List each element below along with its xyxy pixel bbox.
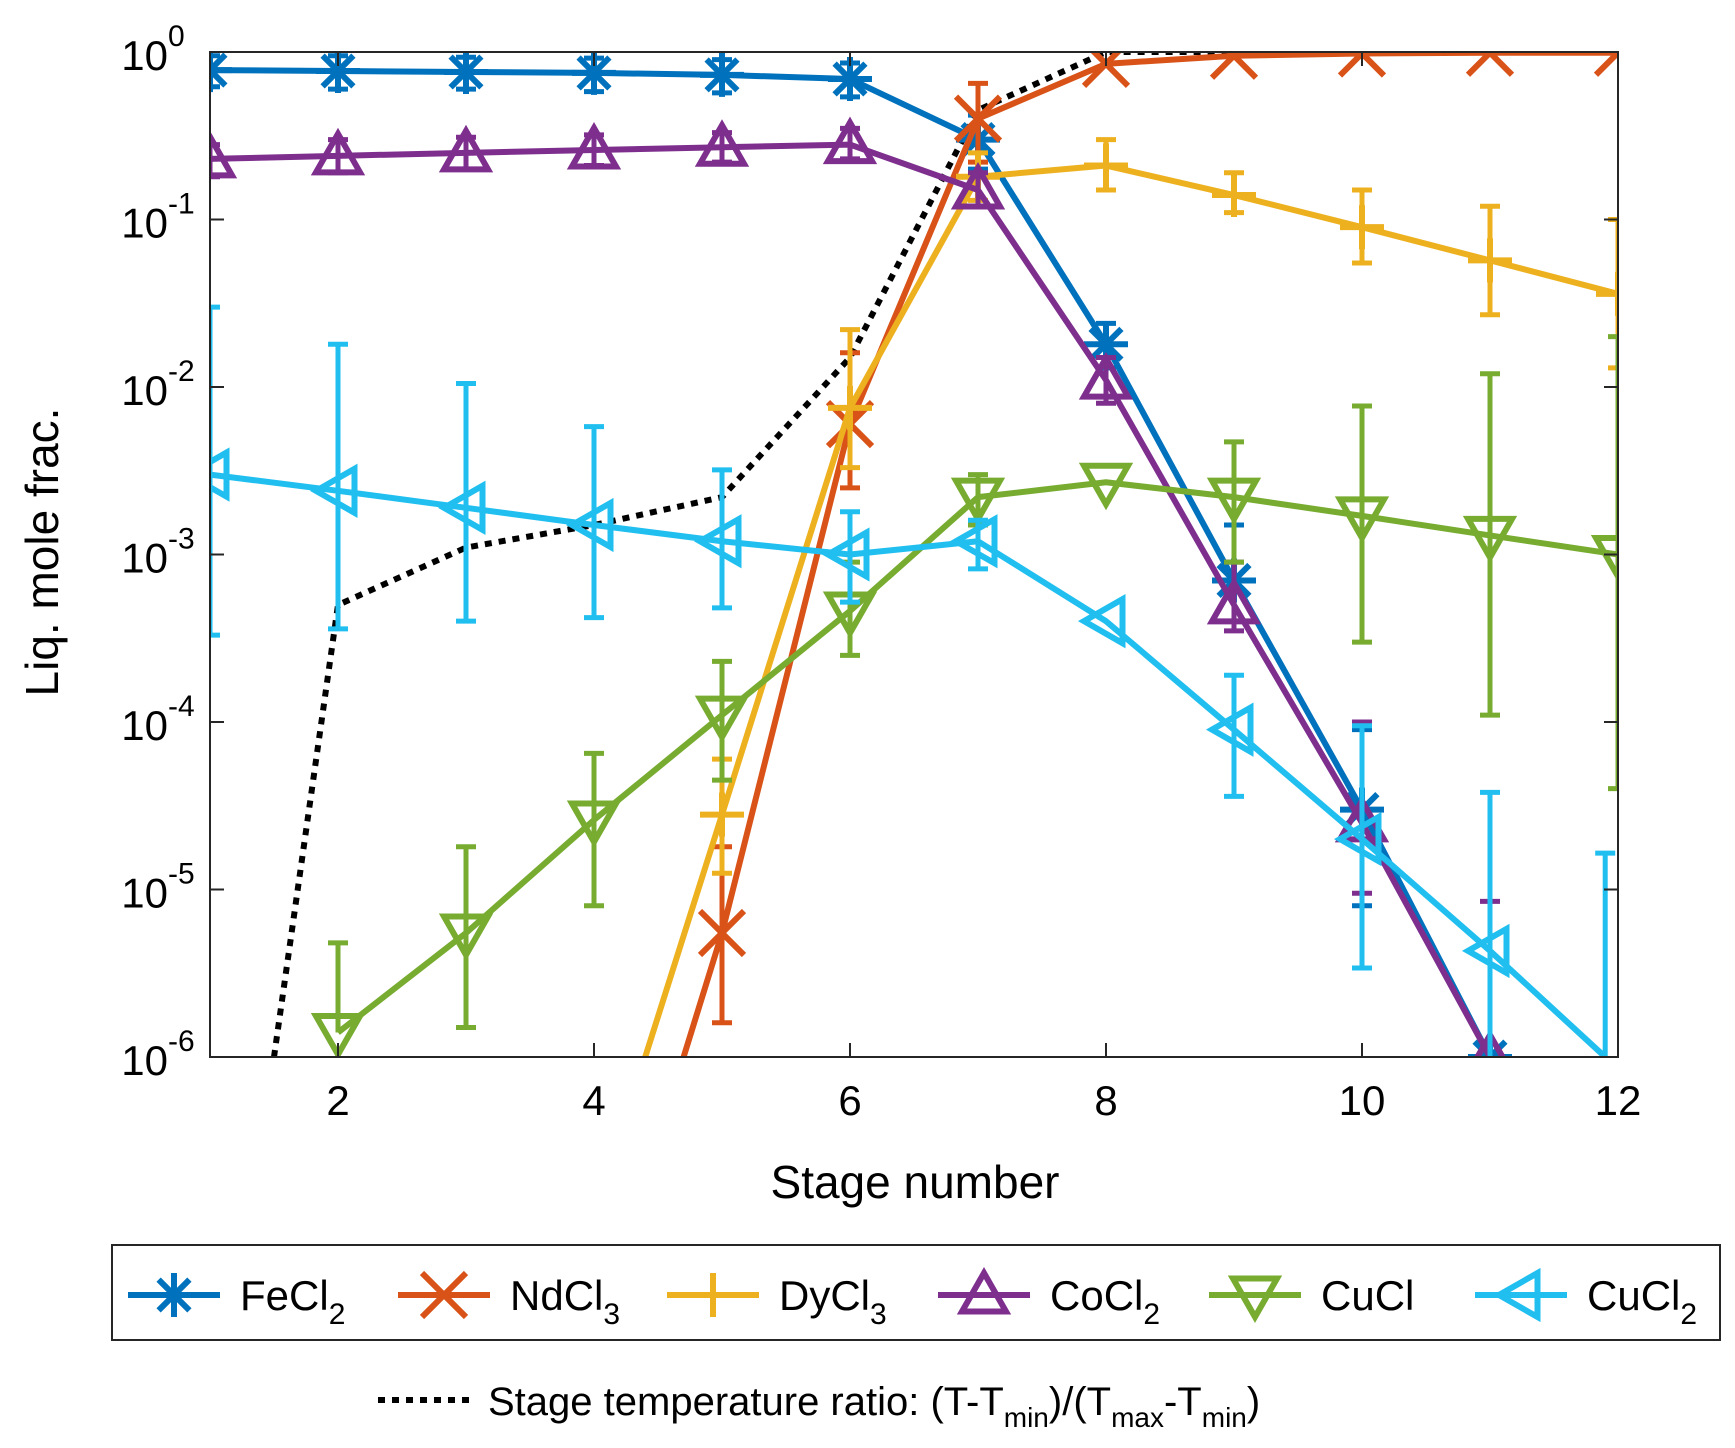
y-tick-label: 10: [121, 32, 168, 79]
data-point: [949, 514, 998, 569]
data-point: [953, 94, 1003, 143]
x-tick-label: 2: [326, 1077, 349, 1124]
data-point: [1334, 496, 1390, 544]
data-point: [210, 447, 230, 502]
chart-marks: [210, 52, 1618, 1057]
data-point: [1340, 205, 1384, 250]
y-tick-exponent: -3: [168, 523, 195, 556]
data-point: [1206, 477, 1262, 526]
data-point: [566, 800, 622, 849]
data-point: [950, 477, 1006, 526]
data-point: [566, 121, 622, 170]
data-point: [1084, 143, 1128, 188]
data-point: [565, 497, 614, 553]
data-point: [438, 913, 494, 962]
y-axis-label: Liq. mole frac.: [16, 408, 68, 697]
temperature-legend-part: ): [1247, 1380, 1260, 1424]
data-point: [828, 56, 872, 101]
data-point: [1209, 52, 1259, 80]
data-point: [694, 695, 750, 744]
y-tick-exponent: -4: [168, 690, 195, 723]
data-point: [1084, 322, 1128, 367]
data-point: [310, 127, 366, 176]
data-point: [700, 52, 744, 97]
temperature-legend: Stage temperature ratio: (T-Tmin)/(Tmax-…: [378, 1380, 1260, 1433]
data-point: [316, 52, 360, 94]
legend-label: CuCl: [1321, 1272, 1414, 1319]
legend-label-subscript: 2: [1680, 1298, 1697, 1331]
y-tick-label: 10: [121, 535, 168, 582]
legend-marker: [691, 1273, 735, 1317]
data-point: [444, 52, 488, 94]
x-tick-label: 8: [1094, 1077, 1117, 1124]
data-point: [822, 116, 878, 165]
y-tick-label: 10: [121, 200, 168, 247]
x-tick-label: 10: [1339, 1077, 1386, 1124]
y-tick-label: 10: [121, 1037, 168, 1084]
legend-item: CuCl: [1209, 1272, 1414, 1324]
data-point: [828, 385, 872, 430]
data-point: [1206, 576, 1262, 625]
legend: FeCl2 NdCl3 DyCl3 CoCl2 CuCl CuCl2: [111, 1244, 1721, 1341]
legend-marker: [419, 1270, 469, 1320]
x-axis-label: Stage number: [771, 1156, 1060, 1208]
data-point: [1590, 535, 1618, 583]
data-point: [1593, 52, 1618, 77]
legend-marker: [152, 1273, 196, 1317]
data-point: [694, 119, 750, 167]
data-point: [1205, 702, 1254, 757]
y-tick-exponent: -5: [168, 858, 195, 891]
data-point: [437, 480, 486, 535]
y-tick-exponent: -6: [168, 1025, 195, 1058]
data-point: [210, 130, 238, 179]
legend-label-subscript: 3: [603, 1298, 620, 1331]
legend-box: [111, 1244, 1721, 1341]
legend-marker: [1227, 1275, 1283, 1324]
y-tick-exponent: 0: [168, 20, 185, 53]
data-point: [950, 161, 1006, 210]
temperature-legend-part: )/(T: [1049, 1380, 1111, 1424]
y-tick-label: 10: [121, 870, 168, 917]
data-point: [1077, 593, 1126, 649]
temperature-legend-part: min: [1202, 1402, 1247, 1433]
x-tick-label: 12: [1595, 1077, 1642, 1124]
temperature-legend-part: Stage temperature ratio: (T-T: [488, 1380, 1004, 1424]
data-point: [438, 124, 494, 173]
data-point: [309, 463, 358, 518]
data-point: [700, 792, 744, 837]
data-point: [1461, 923, 1510, 979]
y-tick-label: 10: [121, 702, 168, 749]
legend-marker: [956, 1266, 1012, 1315]
x-tick-label: 4: [582, 1077, 605, 1124]
temperature-legend-part: min: [1004, 1402, 1049, 1433]
data-point: [1473, 1028, 1507, 1057]
legend-label-subscript: 2: [1143, 1298, 1160, 1331]
temperature-legend-part: max: [1111, 1402, 1164, 1433]
data-point: [1078, 352, 1134, 400]
data-point: [1333, 811, 1382, 867]
legend-marker: [1492, 1267, 1541, 1323]
y-tick-label: 10: [121, 367, 168, 414]
y-tick-exponent: -2: [168, 355, 195, 388]
y-tick-exponent: -1: [168, 188, 195, 221]
series-cucl2: [210, 304, 1616, 1057]
data-point: [1078, 462, 1134, 511]
data-point: [821, 527, 870, 582]
data-point: [310, 1013, 366, 1057]
data-point: [572, 52, 616, 95]
data-point: [697, 908, 747, 958]
series-cucl: [310, 334, 1618, 1057]
data-point: [1212, 173, 1256, 218]
temperature-legend-label: Stage temperature ratio: (T-Tmin)/(Tmax-…: [488, 1380, 1260, 1433]
temperature-legend-part: -T: [1164, 1380, 1202, 1424]
data-point: [1596, 271, 1618, 316]
data-point: [1462, 515, 1518, 564]
legend-label-subscript: 3: [870, 1298, 887, 1331]
data-point: [1468, 238, 1512, 283]
x-tick-label: 6: [838, 1077, 861, 1124]
data-point: [693, 514, 742, 569]
legend-label-subscript: 2: [329, 1298, 346, 1331]
